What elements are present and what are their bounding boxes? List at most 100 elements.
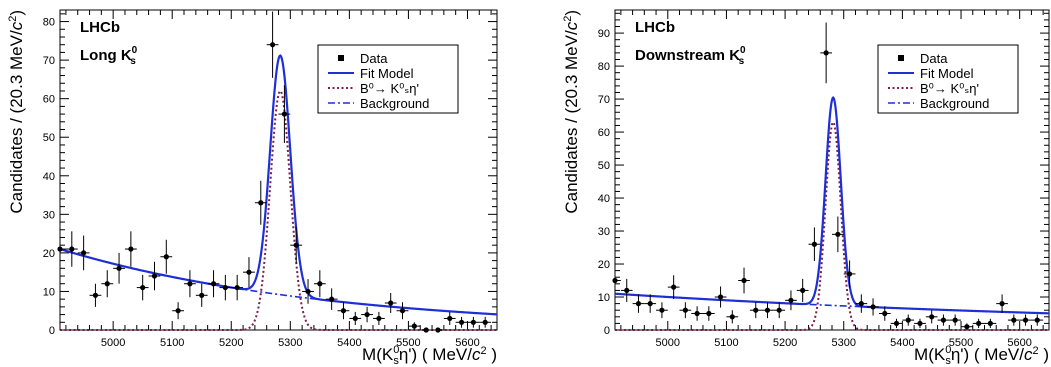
y-tick-label: 0 (604, 325, 610, 337)
legend-label: Background (360, 96, 429, 111)
data-point-marker (706, 310, 712, 317)
data-point-marker (729, 314, 735, 320)
data-point (266, 11, 279, 78)
data-point (667, 275, 680, 299)
data-point (372, 311, 385, 325)
data-point (337, 302, 350, 320)
data-point (136, 274, 149, 301)
y-tick-label: 70 (598, 94, 610, 106)
data-point (691, 306, 703, 321)
data-point (420, 327, 433, 333)
data-point-marker (717, 294, 724, 300)
data-point (808, 227, 821, 262)
data-point-marker (987, 320, 993, 327)
data-point-marker (893, 320, 900, 327)
y-tick-label: 10 (43, 286, 55, 298)
x-tick-label: 5400 (890, 337, 914, 349)
data-point (148, 261, 161, 291)
data-point-marker (1034, 317, 1040, 323)
chart-panel-2: 5000 5100 5200 5300 5400 5500 5600 0 10 20 30 40 50 6… (562, 9, 1050, 367)
data-point-marker (870, 304, 876, 310)
data-point-marker (104, 281, 110, 287)
data-point (325, 288, 338, 310)
data-point (361, 306, 373, 323)
data-point-marker (741, 277, 747, 284)
x-axis-title: M(K0 sη') ( MeV/c2 ) (914, 344, 1049, 367)
y-tick-label: 10 (598, 292, 610, 304)
y-tick-label: 20 (598, 259, 610, 271)
y-tick-label: 20 (43, 248, 55, 260)
data-point-marker (116, 265, 122, 271)
data-point (902, 314, 915, 326)
data-point (113, 252, 125, 284)
data-point-marker (482, 319, 488, 325)
data-point-marker (423, 327, 429, 333)
x-tick-label: 5200 (773, 337, 797, 349)
data-point-marker (800, 287, 806, 294)
fit-model-curve (614, 96, 1050, 315)
y-tick-label: 80 (598, 61, 610, 73)
fit-model-curve (59, 54, 498, 316)
data-point (101, 270, 114, 298)
data-point-marker (447, 315, 453, 322)
data-point (937, 314, 950, 326)
data-point (302, 279, 314, 304)
data-point-marker (788, 297, 794, 303)
x-tick-label: 5000 (656, 337, 680, 349)
data-point-marker (329, 296, 335, 302)
data-point (455, 316, 468, 328)
data-point-marker (281, 111, 288, 117)
data-point (785, 290, 797, 311)
data-point-marker (917, 320, 923, 327)
legend-label: B⁰→ K⁰ₛη' (920, 81, 979, 96)
data-point (1007, 314, 1020, 326)
x-tick-label: 5500 (949, 337, 973, 349)
data-point-marker (470, 319, 476, 325)
data-point (172, 302, 185, 320)
x-tick-label: 5400 (337, 337, 361, 349)
data-point (160, 239, 173, 274)
data-point-marker (317, 281, 323, 287)
x-tick-label: 5100 (714, 337, 738, 349)
data-point-marker (624, 287, 630, 294)
x-tick-label: 5200 (219, 337, 243, 349)
x-tick-label: 5300 (831, 337, 855, 349)
data-point (843, 260, 856, 288)
data-point-marker (659, 307, 665, 313)
data-point-marker (293, 242, 299, 248)
data-point-marker (128, 246, 134, 252)
data-point (961, 323, 973, 330)
data-point-marker (635, 301, 642, 307)
data-point-marker (151, 273, 158, 279)
data-point-marker (92, 292, 99, 298)
data-point-marker (388, 300, 394, 306)
data-point-marker (458, 319, 465, 325)
data-point-marker (858, 301, 864, 307)
background-curve (59, 248, 498, 316)
data-point-marker (929, 314, 935, 320)
data-point-marker (671, 284, 677, 290)
y-tick-label: 60 (598, 127, 610, 139)
data-point (867, 298, 879, 316)
data-point (1031, 314, 1044, 326)
data-point (479, 316, 492, 328)
data-point (679, 302, 692, 319)
chart-panel-1: 5000 5100 5200 5300 5400 5500 5600 0 10 20 30 40 50 6… (7, 9, 498, 367)
data-point-marker (376, 315, 382, 322)
data-point (195, 283, 208, 307)
data-point (644, 294, 657, 313)
data-point-marker (399, 308, 406, 314)
data-point (914, 318, 926, 329)
data-point (254, 180, 267, 225)
data-point-marker (647, 301, 653, 307)
y-tick-label: 80 (43, 17, 55, 29)
data-point (632, 294, 645, 313)
signal-curve (615, 120, 1049, 331)
data-point (396, 302, 409, 320)
x-tick-label: 5600 (1007, 337, 1031, 349)
panel-label-sample: Downstream K0 s (635, 45, 746, 67)
y-tick-label: 30 (43, 209, 55, 221)
x-axis-title: M(K0 sη') ( MeV/c2 ) (362, 344, 497, 367)
data-point-marker (846, 271, 853, 277)
